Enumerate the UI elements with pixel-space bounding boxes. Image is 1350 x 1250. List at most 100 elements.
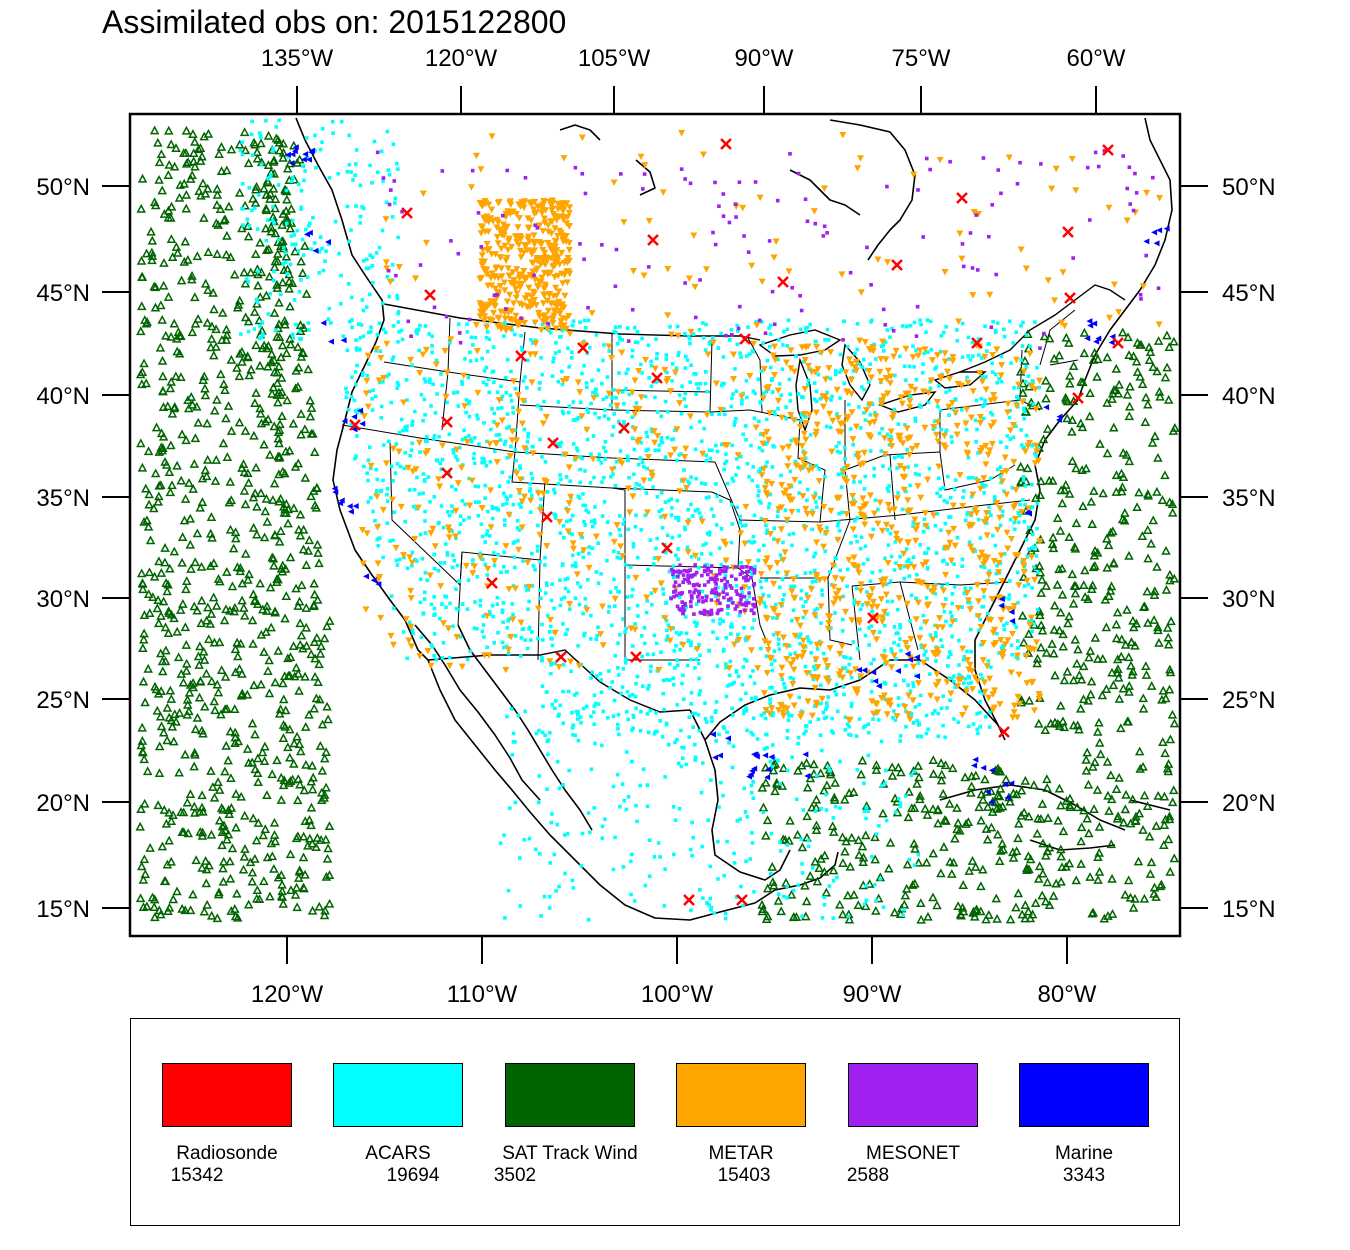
acars-marker [624, 709, 629, 714]
acars-marker [587, 345, 592, 350]
sat-track-wind-marker [285, 752, 295, 762]
sat-track-wind-marker [280, 468, 290, 478]
acars-marker [415, 331, 420, 336]
sat-track-wind-marker [279, 694, 289, 704]
acars-marker [370, 255, 375, 260]
metar-marker [544, 239, 552, 247]
sat-track-wind-marker [225, 856, 235, 866]
acars-marker [578, 585, 583, 589]
acars-marker [904, 489, 908, 494]
acars-marker [730, 713, 735, 717]
acars-marker [615, 722, 620, 727]
acars-marker [794, 574, 799, 578]
sat-track-wind-marker [1017, 909, 1027, 919]
sat-track-wind-marker [277, 892, 288, 901]
acars-marker [915, 572, 919, 577]
acars-marker [336, 171, 341, 176]
sat-track-wind-marker [915, 790, 925, 800]
sat-track-wind-marker [1166, 616, 1176, 626]
sat-track-wind-marker [306, 649, 316, 659]
acars-marker [518, 464, 522, 468]
sat-track-wind-marker [256, 629, 267, 639]
acars-marker [770, 764, 775, 769]
acars-marker [608, 532, 613, 536]
sat-track-wind-marker [1005, 914, 1016, 924]
acars-marker [1015, 396, 1020, 400]
acars-marker [574, 564, 578, 569]
acars-marker [465, 330, 470, 334]
sat-track-wind-marker [1055, 525, 1066, 535]
sat-track-wind-marker [183, 395, 193, 405]
sat-track-wind-marker [188, 682, 199, 692]
acars-marker [950, 614, 954, 619]
sat-track-wind-marker [1118, 472, 1129, 482]
acars-marker [520, 348, 524, 352]
sat-track-wind-marker [158, 596, 169, 606]
acars-marker [1030, 586, 1034, 590]
sat-track-wind-marker [216, 369, 226, 379]
acars-marker [1012, 527, 1017, 532]
acars-marker [896, 703, 901, 708]
sat-track-wind-marker [137, 301, 147, 311]
sat-track-wind-marker [966, 771, 977, 781]
acars-marker [640, 684, 645, 688]
sat-track-wind-marker [996, 845, 1006, 855]
acars-marker [833, 556, 838, 560]
acars-marker [648, 669, 653, 673]
acars-marker [472, 461, 477, 466]
acars-marker [978, 699, 982, 704]
acars-marker [512, 555, 517, 560]
acars-marker [913, 472, 918, 476]
acars-marker [613, 483, 618, 488]
sat-track-wind-marker [802, 782, 813, 792]
metar-marker [530, 241, 538, 248]
acars-marker [440, 602, 444, 606]
acars-marker [995, 321, 1000, 325]
sat-track-wind-marker [267, 388, 277, 398]
acars-marker [345, 348, 350, 353]
acars-marker [491, 369, 496, 374]
acars-marker [709, 507, 714, 511]
acars-marker [696, 386, 701, 391]
acars-marker [776, 357, 780, 362]
acars-marker [565, 519, 569, 524]
acars-marker [980, 676, 985, 681]
acars-marker [673, 575, 678, 579]
acars-marker [597, 452, 602, 457]
acars-marker [941, 330, 946, 335]
sat-track-wind-marker [276, 372, 287, 382]
acars-marker [908, 394, 913, 399]
sat-track-wind-marker [870, 854, 880, 864]
acars-marker [542, 399, 546, 404]
acars-marker [724, 665, 728, 670]
sat-track-wind-marker [887, 770, 898, 780]
acars-marker [391, 355, 396, 359]
sat-track-wind-marker [174, 767, 184, 777]
acars-marker [919, 693, 923, 698]
sat-track-wind-marker [761, 777, 771, 787]
acars-marker [612, 577, 616, 582]
acars-marker [704, 370, 708, 374]
acars-marker [582, 633, 586, 638]
sat-track-wind-marker [141, 483, 151, 493]
acars-marker [885, 599, 890, 604]
acars-marker [611, 867, 616, 872]
sat-track-wind-marker [256, 488, 266, 497]
acars-marker [845, 344, 850, 349]
acars-marker [312, 241, 317, 245]
sat-track-wind-marker [219, 379, 229, 389]
acars-marker [704, 541, 708, 546]
acars-marker [616, 712, 621, 717]
sat-track-wind-marker [231, 822, 241, 832]
acars-marker [619, 691, 623, 696]
sat-track-wind-marker [218, 438, 229, 448]
metar-marker [560, 206, 568, 213]
acars-marker [751, 716, 756, 721]
acars-marker [900, 324, 905, 328]
acars-marker [939, 333, 944, 338]
acars-marker [547, 894, 552, 899]
acars-marker [679, 728, 683, 733]
sat-track-wind-marker [256, 138, 266, 148]
acars-marker [395, 380, 400, 385]
acars-marker [379, 149, 384, 154]
